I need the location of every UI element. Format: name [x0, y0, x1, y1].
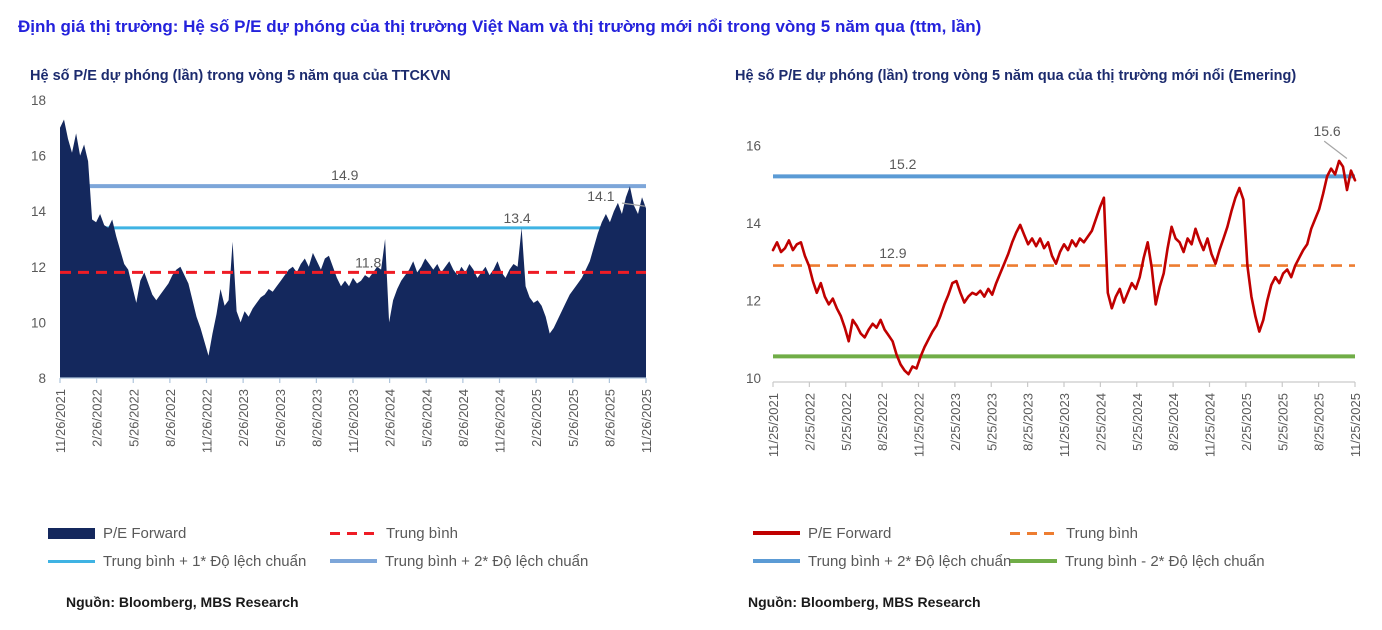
chart-vn-source: Nguồn: Bloomberg, MBS Research	[66, 594, 299, 610]
svg-text:5/25/2025: 5/25/2025	[1275, 393, 1290, 451]
legend-item-em-2: Trung bình + 2* Độ lệch chuẩn	[753, 551, 1011, 571]
legend-item-em-3: Trung bình - 2* Độ lệch chuẩn	[1010, 551, 1265, 571]
svg-text:5/26/2024: 5/26/2024	[419, 389, 434, 447]
legend-swatch-vn-2	[48, 559, 95, 563]
svg-text:18: 18	[31, 93, 46, 108]
legend-label-em-3: Trung bình - 2* Độ lệch chuẩn	[1065, 552, 1265, 570]
legend-label-em-1: Trung bình	[1066, 524, 1138, 542]
svg-text:11/26/2023: 11/26/2023	[346, 389, 361, 453]
svg-text:5/25/2023: 5/25/2023	[984, 393, 999, 451]
svg-text:5/26/2025: 5/26/2025	[566, 389, 581, 447]
svg-text:2/26/2025: 2/26/2025	[529, 389, 544, 447]
svg-text:8/25/2023: 8/25/2023	[1021, 393, 1036, 451]
svg-text:5/25/2022: 5/25/2022	[839, 393, 854, 451]
svg-text:12: 12	[746, 294, 761, 309]
legend-swatch-em-3	[1010, 559, 1057, 563]
legend-label-em-2: Trung bình + 2* Độ lệch chuẩn	[808, 552, 1012, 570]
svg-text:14.9: 14.9	[331, 167, 358, 183]
legend-swatch-em-2	[753, 559, 800, 563]
svg-text:11.8: 11.8	[355, 255, 381, 271]
svg-text:11/26/2025: 11/26/2025	[639, 389, 654, 453]
svg-text:11/25/2024: 11/25/2024	[1203, 393, 1218, 457]
legend-swatch-em-1	[1010, 531, 1058, 535]
svg-text:11/25/2022: 11/25/2022	[912, 393, 927, 457]
svg-text:10: 10	[746, 371, 761, 386]
svg-text:2/25/2025: 2/25/2025	[1239, 393, 1254, 451]
svg-text:12: 12	[31, 260, 46, 275]
legend-item-em-1: Trung bình	[1010, 523, 1138, 543]
svg-text:14: 14	[746, 216, 762, 231]
svg-text:11/25/2023: 11/25/2023	[1057, 393, 1072, 457]
legend-swatch-vn-3	[330, 559, 377, 563]
svg-text:16: 16	[746, 138, 761, 153]
svg-text:8/26/2023: 8/26/2023	[309, 389, 324, 447]
svg-text:15.2: 15.2	[889, 156, 916, 172]
svg-text:8/25/2025: 8/25/2025	[1312, 393, 1327, 451]
svg-text:8/25/2024: 8/25/2024	[1166, 393, 1181, 451]
legend-item-em-0: P/E Forward	[753, 523, 891, 543]
svg-text:2/25/2023: 2/25/2023	[948, 393, 963, 451]
legend-label-vn-2: Trung bình + 1* Độ lệch chuẩn	[103, 552, 307, 570]
svg-text:12.9: 12.9	[879, 245, 906, 261]
svg-text:5/26/2023: 5/26/2023	[273, 389, 288, 447]
legend-swatch-vn-0	[48, 527, 95, 539]
chart-em-title: Hệ số P/E dự phóng (lần) trong vòng 5 nă…	[735, 68, 1297, 85]
svg-text:2/26/2024: 2/26/2024	[383, 389, 398, 447]
svg-text:16: 16	[31, 149, 46, 164]
chart-vn-title: Hệ số P/E dự phóng (lần) trong vòng 5 nă…	[30, 68, 451, 85]
svg-text:11/25/2021: 11/25/2021	[766, 393, 781, 457]
legend-label-vn-1: Trung bình	[386, 524, 458, 542]
chart-em-source: Nguồn: Bloomberg, MBS Research	[748, 594, 981, 610]
legend-item-vn-0: P/E Forward	[48, 523, 186, 543]
svg-text:10: 10	[31, 315, 46, 330]
legend-item-vn-2: Trung bình + 1* Độ lệch chuẩn	[48, 551, 306, 571]
svg-text:8/26/2024: 8/26/2024	[456, 389, 471, 447]
svg-text:11/26/2024: 11/26/2024	[493, 389, 508, 453]
svg-text:2/26/2023: 2/26/2023	[236, 389, 251, 447]
svg-text:13.4: 13.4	[503, 210, 530, 226]
svg-text:8/25/2022: 8/25/2022	[875, 393, 890, 451]
legend-swatch-em-0	[753, 531, 800, 535]
svg-text:11/26/2022: 11/26/2022	[200, 389, 215, 453]
svg-text:11/26/2021: 11/26/2021	[53, 389, 68, 453]
svg-text:8/26/2025: 8/26/2025	[602, 389, 617, 447]
svg-text:8/26/2022: 8/26/2022	[163, 389, 178, 447]
legend-swatch-vn-1	[330, 531, 378, 535]
svg-text:8: 8	[38, 371, 46, 386]
page-title: Định giá thị trường: Hệ số P/E dự phóng …	[18, 17, 982, 37]
svg-text:15.6: 15.6	[1313, 123, 1340, 139]
svg-text:14: 14	[31, 204, 47, 219]
chart-em-plot: 11/25/2021 2/25/2022 5/25/2022 8/25/2022 11/…	[746, 123, 1363, 457]
legend-label-em-0: P/E Forward	[808, 524, 892, 542]
chart-vn-plot: 11/26/2021 2/26/2022 5/26/2022 8/26/2022 11/…	[31, 93, 654, 453]
legend-label-vn-0: P/E Forward	[103, 524, 187, 542]
svg-text:2/25/2022: 2/25/2022	[802, 393, 817, 451]
legend-label-vn-3: Trung bình + 2* Độ lệch chuẩn	[385, 552, 589, 570]
svg-text:14.1: 14.1	[587, 188, 614, 204]
legend-item-vn-1: Trung bình	[330, 523, 458, 543]
svg-text:2/26/2022: 2/26/2022	[90, 389, 105, 447]
svg-text:5/26/2022: 5/26/2022	[126, 389, 141, 447]
legend-item-vn-3: Trung bình + 2* Độ lệch chuẩn	[330, 551, 588, 571]
svg-text:2/25/2024: 2/25/2024	[1093, 393, 1108, 451]
svg-text:11/25/2025: 11/25/2025	[1348, 393, 1363, 457]
svg-text:5/25/2024: 5/25/2024	[1130, 393, 1145, 451]
